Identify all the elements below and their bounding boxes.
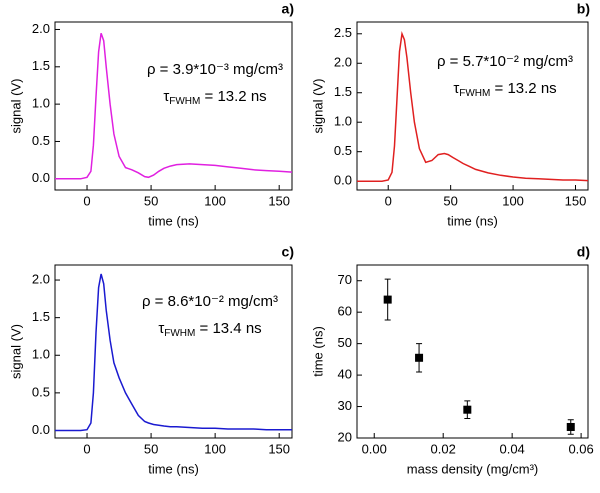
width-annotation: τFWHM = 13.4 ns <box>158 320 261 339</box>
panel-label: c) <box>282 244 294 260</box>
plot-frame <box>54 21 293 191</box>
y-tick-label: 2.0 <box>32 21 50 36</box>
y-tick-label: 1.0 <box>32 347 50 362</box>
signal-line <box>55 273 292 432</box>
width-annotation-part: FWHM <box>164 328 195 339</box>
y-tick-label: 0.5 <box>334 143 352 158</box>
y-tick-label: 60 <box>338 304 352 319</box>
panel-label: d) <box>577 244 590 260</box>
y-tick-label: 0.5 <box>32 384 50 399</box>
data-point <box>463 405 472 414</box>
density-annotation: ρ = 5.7*10⁻² mg/cm³ <box>437 53 573 70</box>
x-tick-label: 50 <box>144 441 158 456</box>
width-annotation: τFWHM = 13.2 ns <box>453 80 556 99</box>
y-axis-label: signal (V) <box>8 79 23 134</box>
y-tick-label: 2.0 <box>334 55 352 70</box>
x-tick-label: 150 <box>268 193 290 208</box>
x-tick-label: 50 <box>144 193 158 208</box>
y-tick-label: 2.0 <box>32 271 50 286</box>
width-annotation-part: FWHM <box>459 88 490 99</box>
x-tick-label: 0.06 <box>568 441 593 456</box>
panel-label: b) <box>577 1 590 17</box>
x-tick-label: 150 <box>565 193 587 208</box>
y-tick-label: 70 <box>338 272 352 287</box>
y-tick-label: 20 <box>338 429 352 444</box>
y-tick-label: 2.5 <box>334 25 352 40</box>
width-annotation-part: = 13.4 ns <box>195 320 261 337</box>
x-axis-label: time (ns) <box>148 213 199 228</box>
y-tick-label: 1.0 <box>32 96 50 111</box>
y-tick-label: 1.0 <box>334 114 352 129</box>
x-tick-label: 0.04 <box>499 441 524 456</box>
x-tick-label: 150 <box>268 441 290 456</box>
x-tick-label: 100 <box>204 193 226 208</box>
y-axis-label: time (ns) <box>310 326 325 377</box>
data-point <box>566 422 575 431</box>
signal-line <box>55 32 293 180</box>
plot-frame <box>356 21 589 191</box>
y-tick-label: 0.0 <box>32 170 50 185</box>
y-tick-label: 1.5 <box>32 58 50 73</box>
y-tick-label: 0.0 <box>32 422 50 437</box>
x-tick-label: 0.00 <box>362 441 387 456</box>
y-axis-label: signal (V) <box>310 79 325 134</box>
signal-line <box>357 30 589 182</box>
width-annotation-part: τ <box>163 88 169 105</box>
x-tick-label: 50 <box>443 193 457 208</box>
density-annotation: ρ = 8.6*10⁻² mg/cm³ <box>142 293 278 310</box>
x-axis-label: mass density (mg/cm³) <box>407 461 538 476</box>
y-tick-label: 40 <box>338 367 352 382</box>
width-annotation-part: τ <box>158 320 164 337</box>
x-tick-label: 0 <box>385 193 392 208</box>
y-axis-label: signal (V) <box>8 324 23 379</box>
y-tick-label: 1.5 <box>334 84 352 99</box>
panel-label: a) <box>282 1 294 17</box>
plot-frame <box>356 264 589 439</box>
density-annotation: ρ = 3.9*10⁻³ mg/cm³ <box>147 61 283 78</box>
y-tick-label: 50 <box>338 335 352 350</box>
x-tick-label: 0 <box>83 193 90 208</box>
y-tick-label: 0.5 <box>32 133 50 148</box>
x-tick-label: 0.02 <box>431 441 456 456</box>
x-axis-label: time (ns) <box>148 461 199 476</box>
y-tick-label: 30 <box>338 398 352 413</box>
width-annotation: τFWHM = 13.2 ns <box>163 88 266 107</box>
data-point <box>383 295 392 304</box>
width-annotation-part: FWHM <box>169 96 200 107</box>
width-annotation-part: = 13.2 ns <box>200 88 266 105</box>
y-tick-label: 1.5 <box>32 309 50 324</box>
data-point <box>415 353 424 362</box>
x-tick-label: 100 <box>502 193 524 208</box>
plot-frame <box>54 264 293 439</box>
x-tick-label: 0 <box>83 441 90 456</box>
y-tick-label: 0.0 <box>334 173 352 188</box>
width-annotation-part: = 13.2 ns <box>490 80 556 97</box>
x-tick-label: 100 <box>204 441 226 456</box>
width-annotation-part: τ <box>453 80 459 97</box>
x-axis-label: time (ns) <box>447 213 498 228</box>
